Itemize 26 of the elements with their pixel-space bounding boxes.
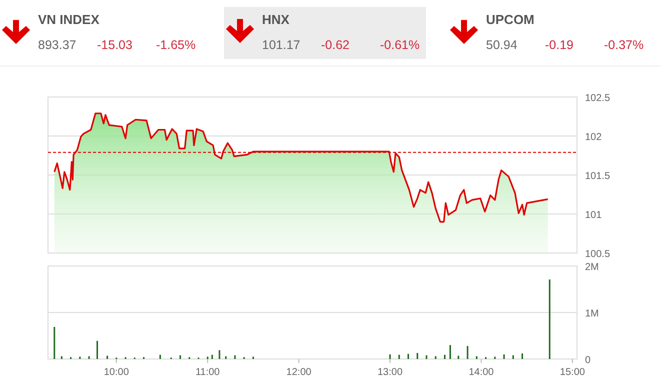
x-tick-label: 13:00 xyxy=(378,367,403,378)
text: 101.17 xyxy=(262,38,300,52)
y-tick-label: 101 xyxy=(585,210,602,221)
x-tick-label: 11:00 xyxy=(195,367,220,378)
text: UPCOM xyxy=(486,12,534,27)
y-tick-label: 102 xyxy=(585,132,602,143)
x-tick-label: 12:00 xyxy=(286,367,312,378)
y-tick-label: 101.5 xyxy=(585,171,610,182)
x-tick-label: 10:00 xyxy=(104,367,130,378)
text: -0.62 xyxy=(321,38,350,52)
y-tick-label: 100.5 xyxy=(585,249,610,260)
text: -0.19 xyxy=(545,38,574,52)
y-tick-label: 1M xyxy=(585,308,599,320)
text: -15.03 xyxy=(97,38,132,52)
text: -1.65% xyxy=(156,38,196,52)
text: VN INDEX xyxy=(38,12,100,27)
x-tick-label: 15:00 xyxy=(560,367,586,378)
text: 50.94 xyxy=(486,38,518,52)
y-tick-label: 2M xyxy=(585,262,599,273)
text: 893.37 xyxy=(38,38,76,52)
x-tick-label: 14:00 xyxy=(468,367,494,378)
text: HNX xyxy=(262,12,290,27)
text: -0.61% xyxy=(380,38,420,52)
text: -0.37% xyxy=(604,38,644,52)
y-tick-label: 0 xyxy=(585,355,591,366)
y-tick-label: 102.5 xyxy=(585,93,610,104)
